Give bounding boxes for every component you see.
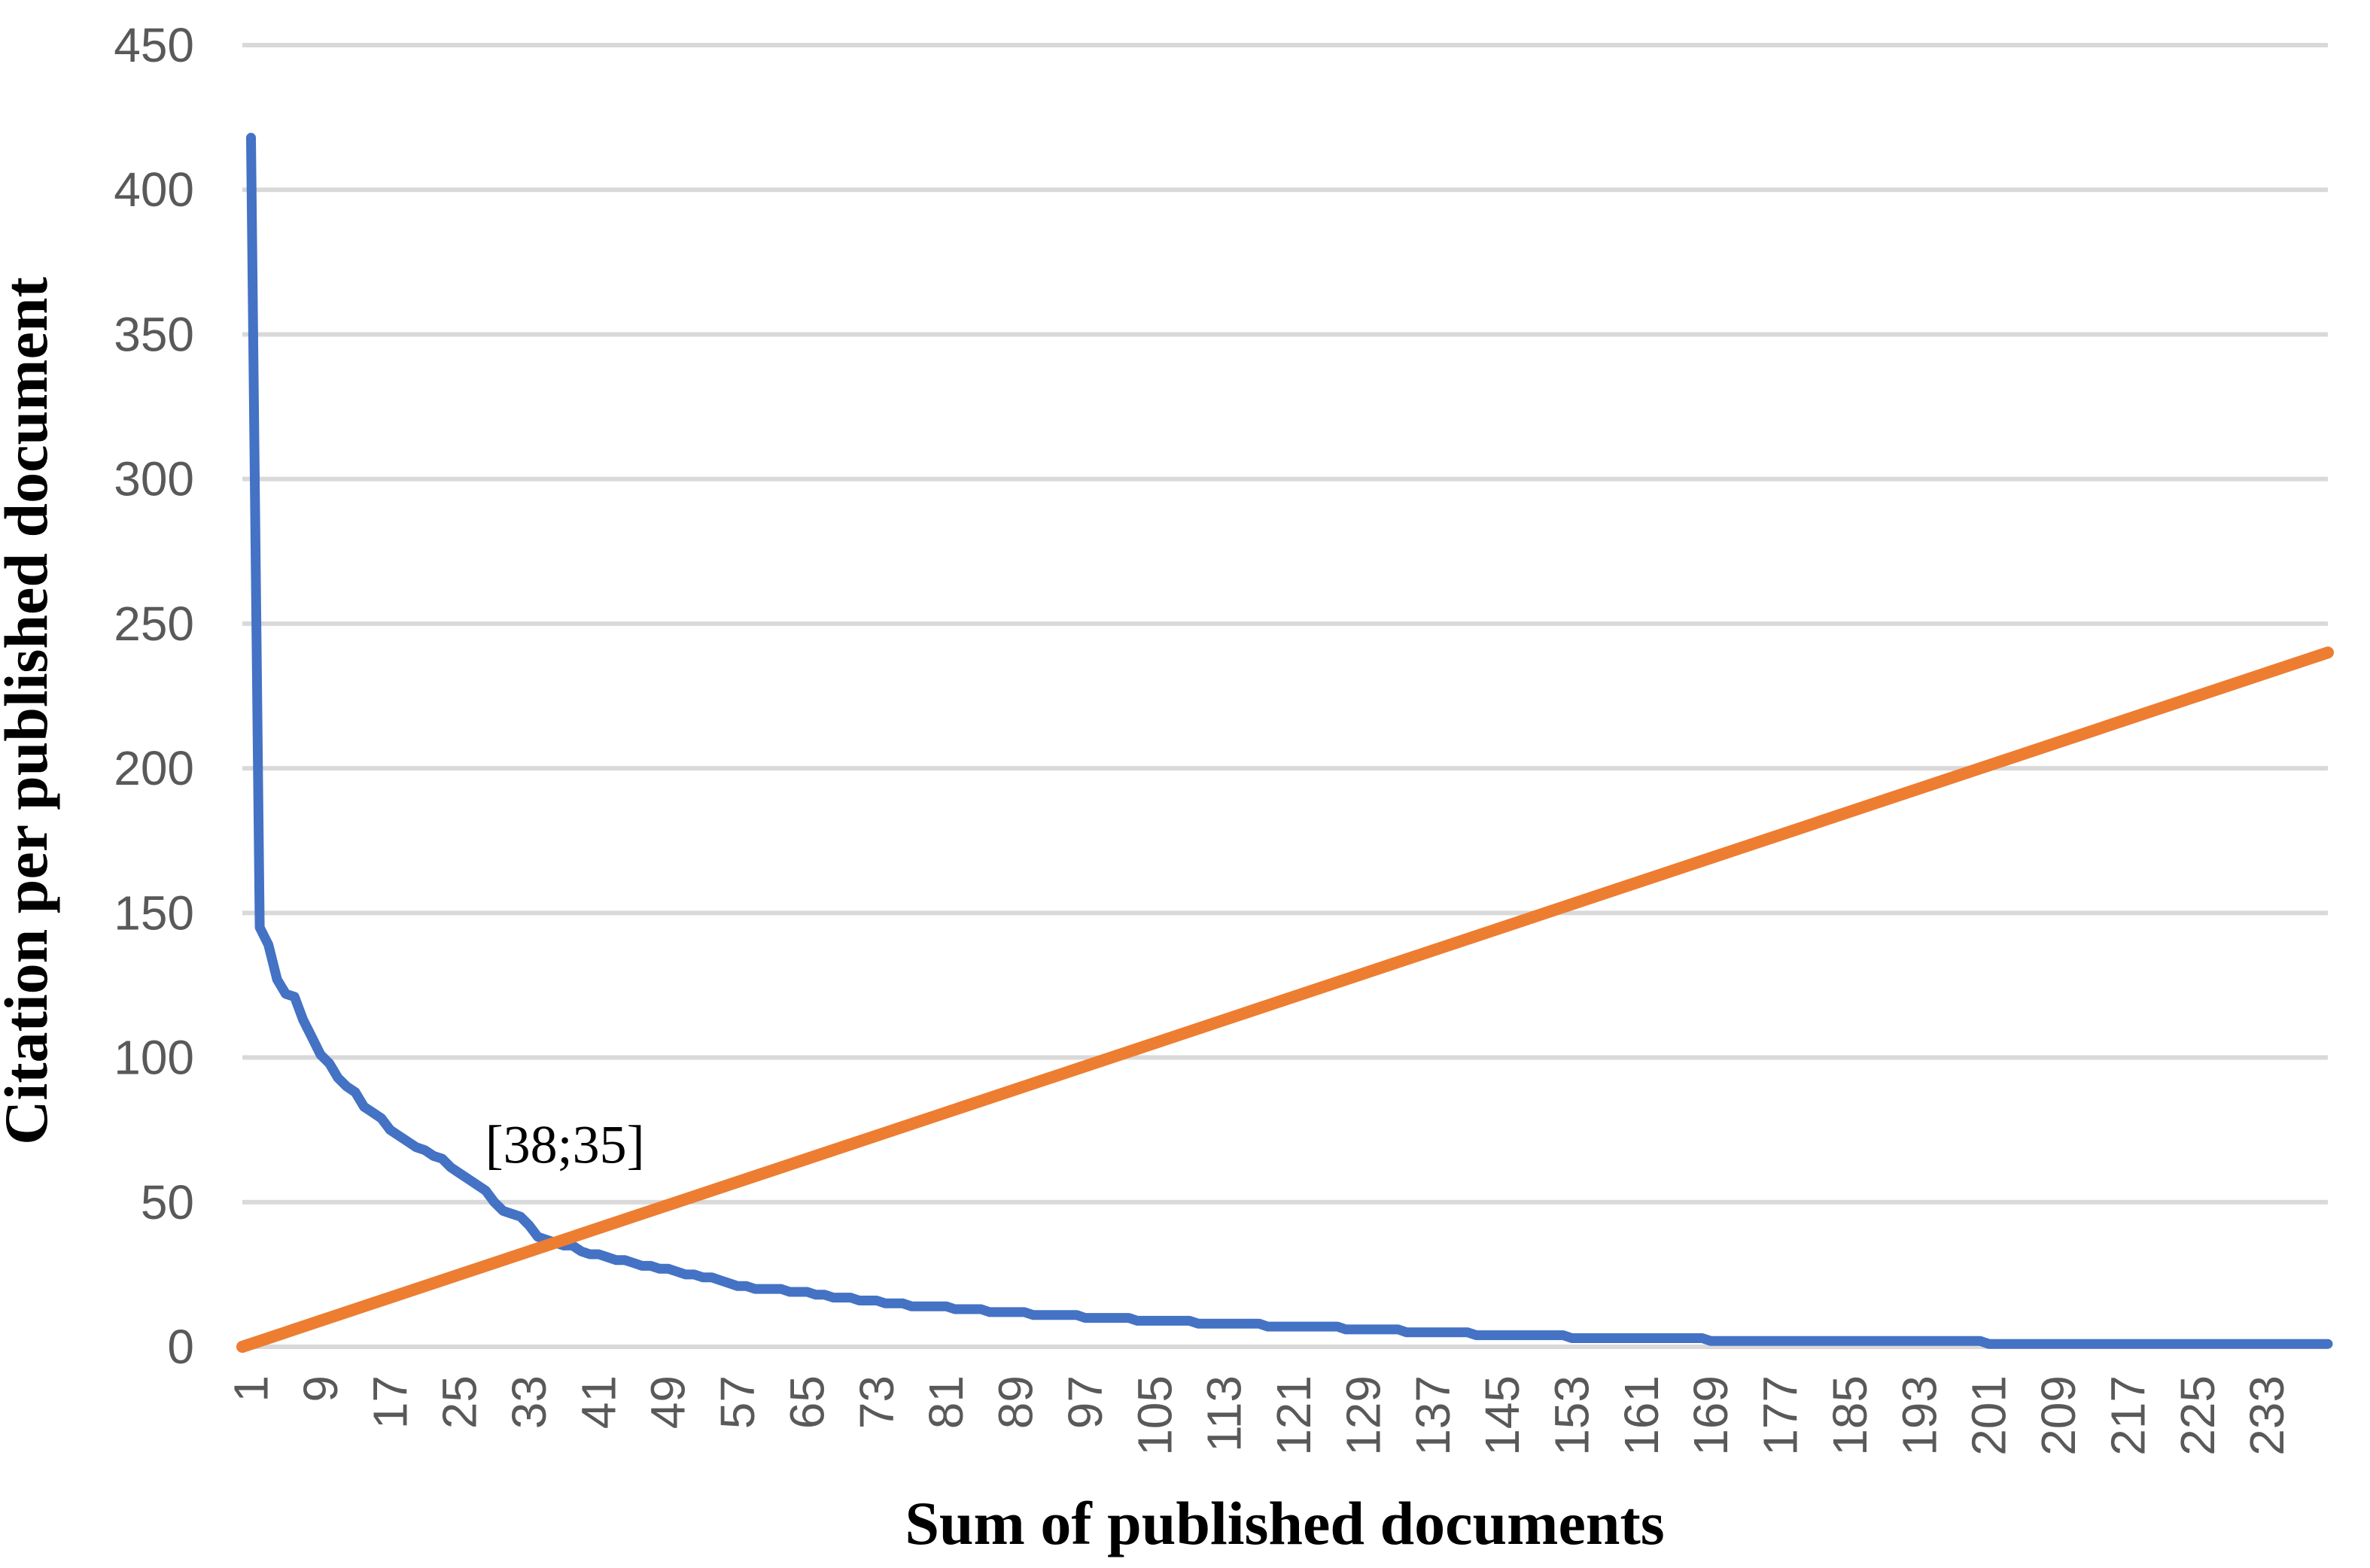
x-tick-label: 177 — [1754, 1375, 1808, 1456]
x-tick-label: 33 — [502, 1375, 556, 1429]
x-tick-label: 169 — [1684, 1375, 1738, 1456]
x-tick-label: 89 — [989, 1375, 1043, 1429]
x-tick-label: 233 — [2240, 1375, 2294, 1456]
x-tick-label: 129 — [1336, 1375, 1390, 1456]
x-tick-label: 97 — [1058, 1375, 1112, 1429]
series-layer — [236, 132, 2334, 1353]
y-tick-label: 350 — [114, 307, 194, 361]
x-tick-label: 193 — [1892, 1375, 1946, 1456]
x-tick-label: 81 — [919, 1375, 973, 1429]
x-tick-label: 41 — [571, 1375, 625, 1429]
y-tick-label: 150 — [114, 886, 194, 940]
y-tick-label: 250 — [114, 597, 194, 651]
x-tick-label: 209 — [2031, 1375, 2086, 1456]
x-tick-label: 217 — [2101, 1375, 2155, 1456]
intersection-annotation: [38;35] — [485, 1114, 645, 1174]
x-tick-label: 121 — [1267, 1375, 1321, 1456]
series-h-index-line — [236, 646, 2334, 1353]
tick-labels-layer: 0 50 100 150 200 250 300 350 400 450 1 9 17 25 33 41 49 5… — [114, 18, 2294, 1456]
x-tick-label: 153 — [1545, 1375, 1599, 1456]
x-tick-label: 25 — [433, 1375, 487, 1429]
gridlines-layer — [242, 43, 2328, 1349]
x-tick-label: 9 — [294, 1375, 348, 1402]
series-citation-curve — [246, 132, 2333, 1349]
x-tick-label: 225 — [2171, 1375, 2225, 1456]
x-tick-label: 73 — [850, 1375, 904, 1429]
y-axis-title: Citation per published document — [0, 277, 60, 1145]
x-tick-label: 57 — [710, 1375, 765, 1429]
x-tick-label: 65 — [780, 1375, 834, 1429]
x-tick-label: 161 — [1614, 1375, 1669, 1456]
y-tick-label: 450 — [114, 18, 194, 72]
x-tick-label: 17 — [363, 1375, 417, 1429]
y-tick-label: 400 — [114, 163, 194, 217]
x-tick-label: 145 — [1475, 1375, 1529, 1456]
x-tick-label: 105 — [1127, 1375, 1182, 1456]
x-tick-label: 49 — [641, 1375, 695, 1429]
x-tick-label: 113 — [1197, 1375, 1252, 1452]
y-tick-label: 300 — [114, 452, 194, 506]
x-tick-label: 1 — [224, 1375, 278, 1402]
x-axis-title: Sum of published documents — [905, 1489, 1664, 1557]
y-tick-label: 200 — [114, 741, 194, 795]
y-tick-label: 0 — [167, 1320, 194, 1374]
x-tick-label: 137 — [1406, 1375, 1460, 1456]
y-tick-label: 50 — [141, 1175, 194, 1229]
x-tick-label: 201 — [1962, 1375, 2016, 1456]
x-tick-label: 185 — [1823, 1375, 1877, 1456]
y-tick-label: 100 — [114, 1031, 194, 1085]
